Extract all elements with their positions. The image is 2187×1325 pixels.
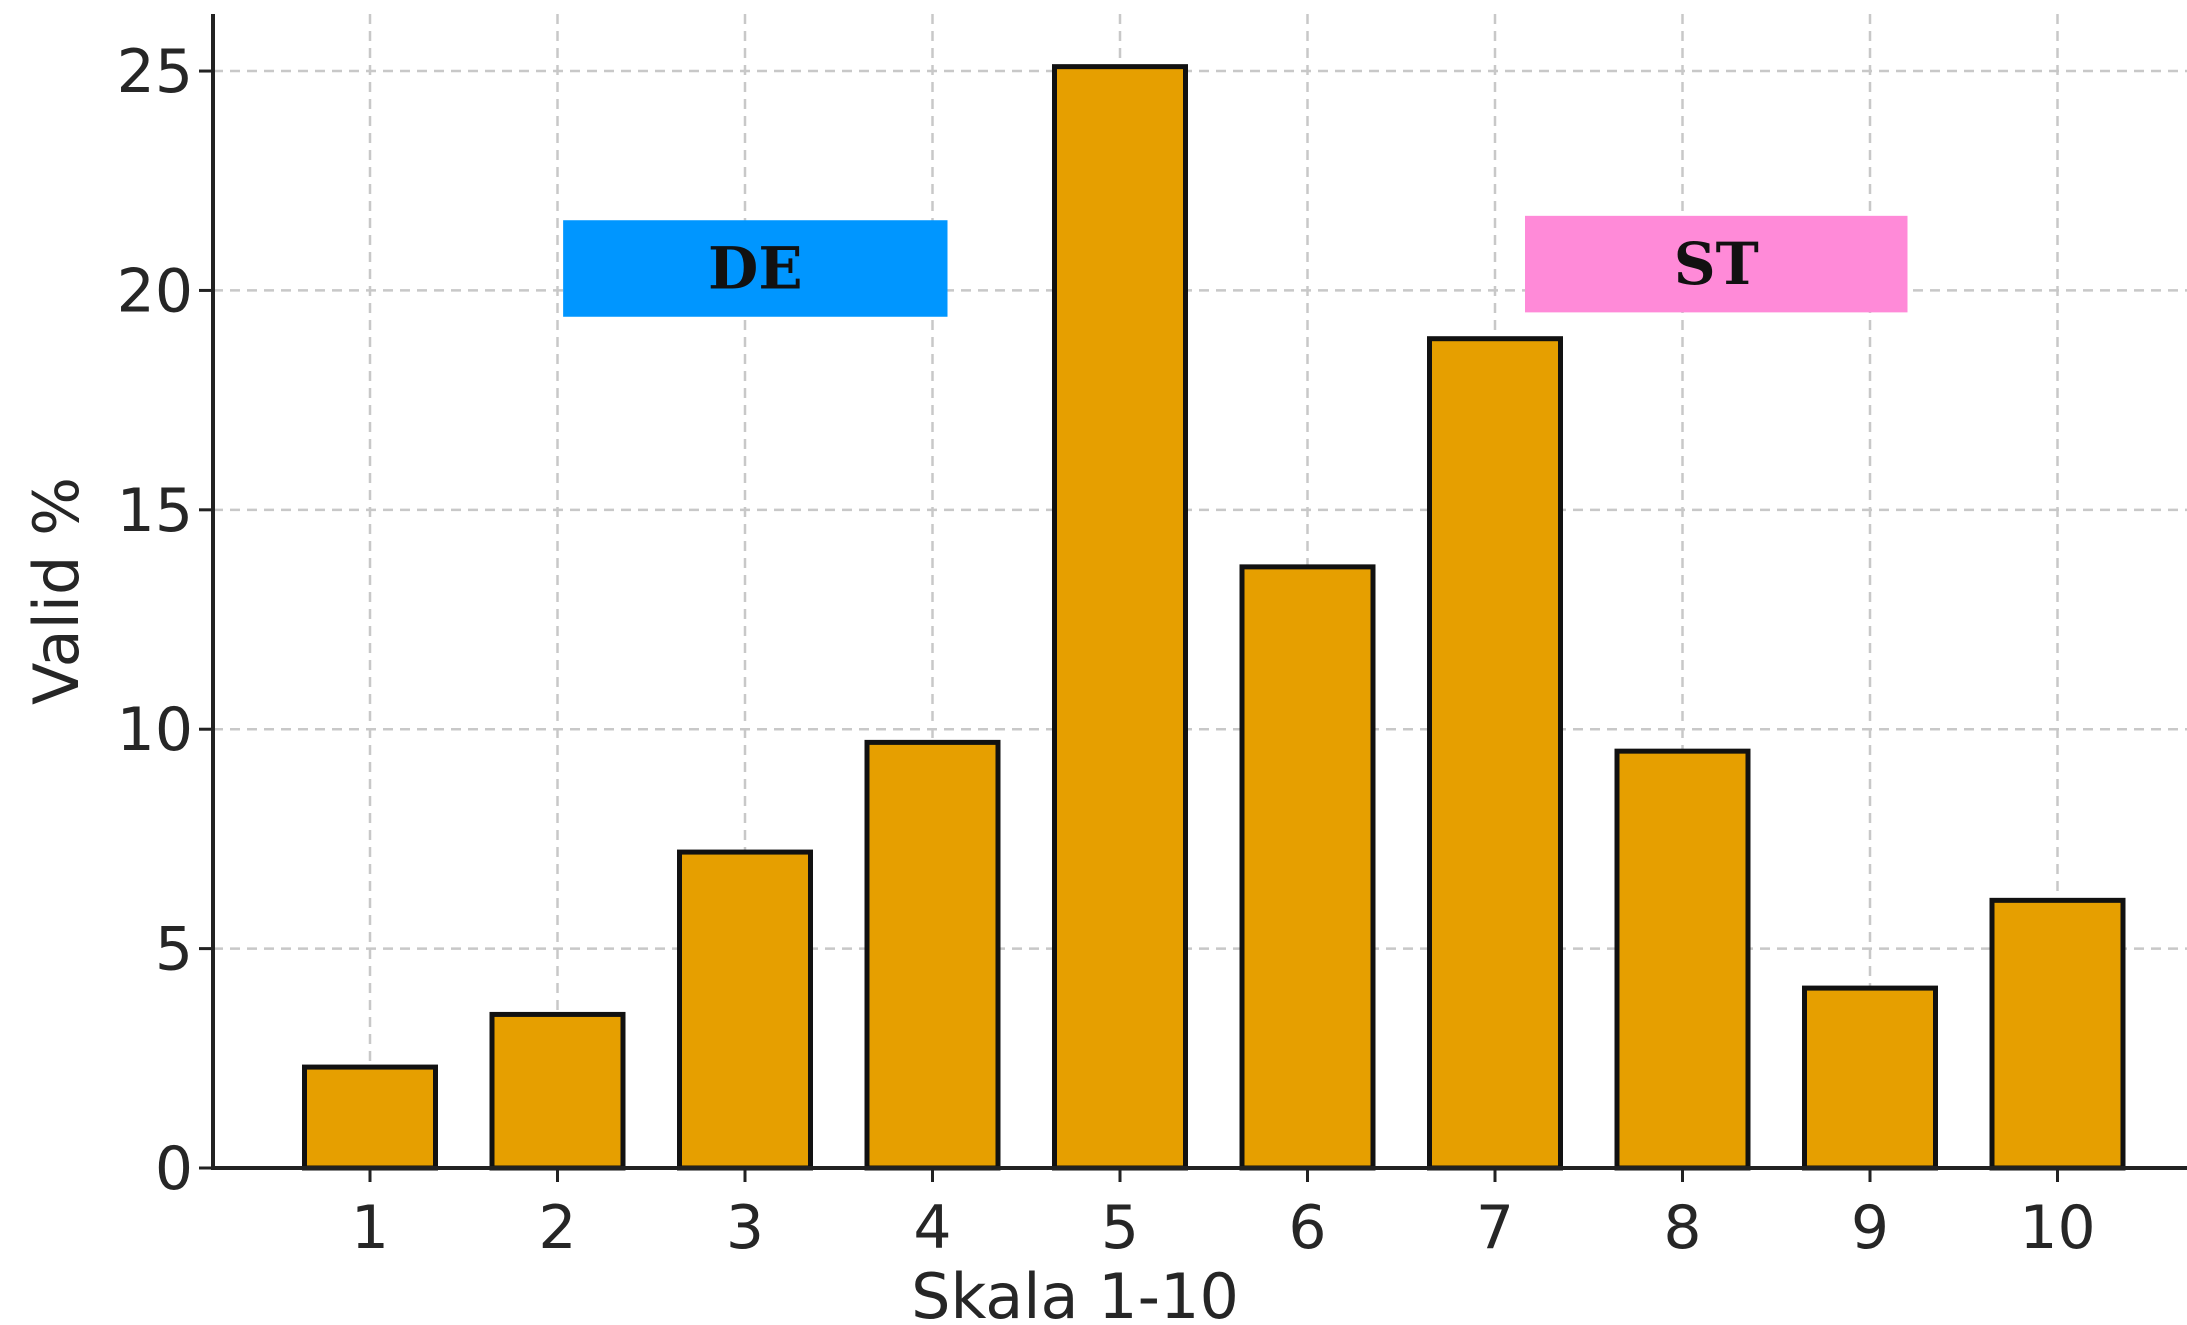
annotation-box: [1525, 215, 1908, 313]
x-tick-label: 7: [1476, 1193, 1514, 1263]
grid-lines: [213, 14, 2187, 1170]
bar: [1427, 336, 1563, 1171]
bar: [1802, 985, 1938, 1171]
bar: [302, 1064, 438, 1171]
y-tick-label: 25: [117, 37, 193, 107]
x-tick-label: 4: [913, 1193, 951, 1263]
bar: [677, 849, 813, 1171]
x-tick-label: 10: [2019, 1193, 2095, 1263]
annotation-label: DE: [708, 234, 803, 302]
y-axis-title: Valid %: [20, 477, 93, 705]
y-tick-label: 10: [117, 695, 193, 765]
x-tick-label: 8: [1663, 1193, 1701, 1263]
annotation-box: [563, 220, 948, 317]
x-tick-label: 3: [726, 1193, 764, 1263]
x-tick-label: 2: [538, 1193, 576, 1263]
x-tick-label: 5: [1101, 1193, 1139, 1263]
bar: [1989, 897, 2126, 1171]
axes: 0 5 10 15 20 25 1 2 3 4 5 6 7 8 9 10: [117, 14, 2187, 1263]
bar: [1052, 64, 1188, 1171]
x-tick-label: 9: [1851, 1193, 1889, 1263]
x-tick-label: 6: [1288, 1193, 1326, 1263]
bar: [1239, 564, 1376, 1171]
bars: [302, 64, 2126, 1171]
x-tick-label: 1: [351, 1193, 389, 1263]
y-tick-label: 0: [155, 1134, 193, 1204]
y-tick-label: 5: [155, 915, 193, 985]
bar: [1614, 748, 1751, 1171]
y-tick-label: 15: [117, 476, 193, 546]
annotation-label: ST: [1674, 230, 1759, 298]
bar: [489, 1011, 626, 1171]
annotations: DE ST: [563, 215, 1908, 317]
y-tick-label: 20: [117, 256, 193, 326]
bar: [864, 739, 1001, 1171]
x-axis-title: Skala 1-10: [911, 1260, 1239, 1325]
